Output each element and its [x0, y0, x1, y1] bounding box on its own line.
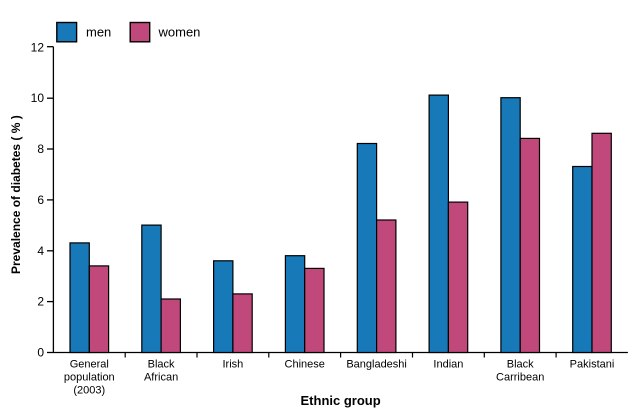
svg-text:12: 12: [31, 41, 45, 55]
svg-text:10: 10: [31, 91, 45, 105]
svg-text:Indian: Indian: [433, 359, 463, 371]
svg-text:8: 8: [37, 142, 44, 156]
svg-text:Chinese: Chinese: [285, 359, 325, 371]
svg-text:0: 0: [37, 346, 44, 360]
svg-text:Irish: Irish: [223, 359, 244, 371]
svg-text:2: 2: [37, 295, 44, 309]
svg-text:women: women: [158, 25, 201, 40]
svg-text:Pakistani: Pakistani: [570, 359, 615, 371]
svg-text:Ethnic group: Ethnic group: [301, 393, 381, 408]
svg-text:men: men: [86, 25, 111, 40]
svg-text:6: 6: [37, 193, 44, 207]
svg-text:Bangladeshi: Bangladeshi: [346, 359, 407, 371]
svg-text:4: 4: [37, 244, 44, 258]
